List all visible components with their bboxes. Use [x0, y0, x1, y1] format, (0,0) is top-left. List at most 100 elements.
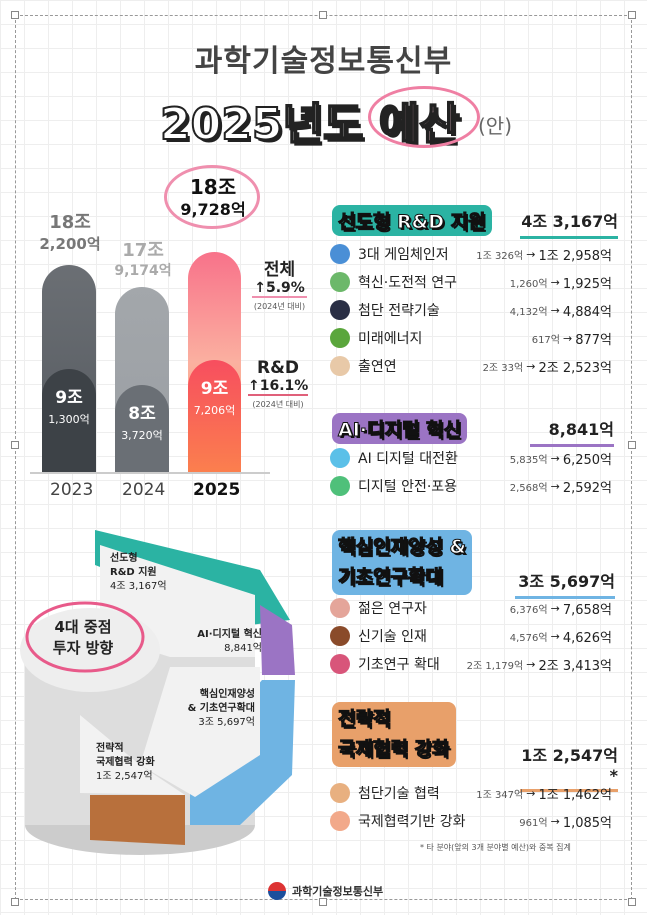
resize-handle[interactable] — [11, 441, 19, 449]
total-2024: 17조 9,174억 — [114, 240, 172, 279]
cycle-icon — [330, 244, 350, 264]
arrow-icon: → — [526, 657, 536, 671]
item-from: 1,260억 — [509, 278, 548, 290]
pie-label-intl: 전략적 국제협력 강화 1조 2,547억 — [96, 743, 155, 782]
praying-hands-icon — [330, 783, 350, 803]
list-item: 첨단 전략기술 4,132억 → 4,884억 — [330, 299, 612, 321]
total-2025: 18조 9,728억 — [180, 175, 246, 219]
ministry-title: 과학기술정보통신부 — [194, 44, 453, 79]
item-name: 국제협력기반 강화 — [358, 814, 466, 830]
item-name: 젊은 연구자 — [358, 601, 427, 617]
list-item: 디지털 안전·포용 2,568억 → 2,592억 — [330, 475, 612, 497]
pie-segment-ai — [260, 605, 295, 675]
person-icon — [330, 598, 350, 618]
item-to: 4,626억 — [562, 630, 612, 646]
section-total-intl: 1조 2,547억* — [520, 742, 618, 792]
item-to: 2조 3,413억 — [538, 658, 612, 674]
section-title-talent: 핵심인재양성 & 기초연구확대 — [332, 530, 473, 595]
footer-logo: 과학기술정보통신부 — [268, 882, 383, 900]
section-total-talent: 3조 5,697억 — [515, 568, 615, 599]
growth-rd: R&D ↑16.1% (2024년 대비) — [248, 358, 309, 409]
resize-handle[interactable] — [628, 441, 636, 449]
item-from: 617억 — [531, 334, 560, 346]
pie-label-rd: 선도형 R&D 지원 4조 3,167억 — [110, 553, 167, 592]
year-title: 2025년도 — [159, 98, 364, 151]
list-item: AI 디지털 대전환 5,835억 → 6,250억 — [330, 447, 612, 469]
resize-handle[interactable] — [319, 11, 327, 19]
arrow-icon: → — [526, 359, 536, 373]
year-label: 2024 — [122, 480, 166, 500]
list-item: 젊은 연구자 6,376억 → 7,658억 — [330, 597, 612, 619]
arrow-icon: → — [550, 303, 560, 317]
item-to: 6,250억 — [562, 452, 612, 468]
item-to: 4,884억 — [562, 304, 612, 320]
researcher-icon — [330, 356, 350, 376]
item-from: 4,576억 — [509, 632, 548, 644]
resize-handle[interactable] — [11, 898, 19, 906]
list-item: 미래에너지 617억 → 877억 — [330, 327, 612, 349]
resize-handle[interactable] — [628, 898, 636, 906]
arrow-icon: → — [550, 275, 560, 289]
resize-handle[interactable] — [628, 11, 636, 19]
arrow-icon: → — [550, 814, 560, 828]
list-item: 국제협력기반 강화 961억 → 1,085억 — [330, 810, 612, 832]
arrow-icon: → — [526, 247, 536, 261]
chat-bubble-icon — [330, 448, 350, 468]
list-item: 첨단기술 협력 1조 347억 → 1조 1,462억 — [330, 782, 612, 804]
section-total-rd: 4조 3,167억 — [520, 208, 618, 239]
rd-bar-2025: 9조 7,206억 — [188, 360, 241, 472]
item-from: 2,568억 — [509, 482, 548, 494]
rd-bar-2024: 8조 3,720억 — [115, 385, 169, 472]
baseline — [30, 472, 270, 474]
pie-label-talent: 핵심인재양성 & 기초연구확대 3조 5,697억 — [187, 689, 255, 728]
investment-pie — [20, 530, 295, 855]
pie-center-label: 4대 중점 투자 방향 — [52, 618, 114, 657]
section-total-ai: 8,841억 — [530, 416, 614, 447]
list-item: 3대 게임체인저 1조 326억 → 1조 2,958억 — [330, 243, 612, 265]
item-from: 1조 347억 — [476, 789, 524, 801]
item-name: 혁신·도전적 연구 — [358, 275, 458, 291]
item-to: 1조 1,462억 — [538, 787, 612, 803]
item-name: 신기술 인재 — [358, 629, 427, 645]
list-item: 신기술 인재 4,576억 → 4,626억 — [330, 625, 612, 647]
arrow-icon: → — [563, 331, 573, 345]
resize-handle[interactable] — [11, 11, 19, 19]
pie-segment-intl — [90, 795, 185, 845]
item-from: 2조 33억 — [482, 362, 524, 374]
arrow-icon: → — [550, 629, 560, 643]
pie-label-ai: AI·디지털 혁신 8,841억 — [197, 629, 262, 654]
arrow-icon: → — [550, 479, 560, 493]
item-name: 첨단 전략기술 — [358, 303, 440, 319]
item-to: 1,085억 — [562, 815, 612, 831]
item-from: 961억 — [519, 817, 548, 829]
briefcase-icon — [330, 626, 350, 646]
resize-handle[interactable] — [319, 898, 327, 906]
year-label: 2023 — [50, 480, 94, 500]
sprout-plug-icon — [330, 328, 350, 348]
item-name: 디지털 안전·포용 — [358, 479, 458, 495]
total-2023: 18조 2,200억 — [39, 212, 101, 253]
arrow-icon: → — [526, 786, 536, 800]
item-name: 미래에너지 — [358, 331, 423, 347]
arrow-icon: → — [550, 451, 560, 465]
chess-knight-icon — [330, 300, 350, 320]
item-name: AI 디지털 대전환 — [358, 451, 458, 467]
list-item: 혁신·도전적 연구 1,260억 → 1,925억 — [330, 271, 612, 293]
section-title-rd: 선도형 R&D 지원 — [332, 205, 492, 236]
draft-label: (안) — [478, 114, 513, 138]
bar-2023: 9조 1,300억 — [42, 265, 96, 472]
bar-2025: 9조 7,206억 — [188, 252, 241, 472]
item-name: 3대 게임체인저 — [358, 247, 449, 263]
item-from: 2조 1,179억 — [466, 660, 524, 672]
item-to: 877억 — [575, 332, 612, 348]
growth-total: 전체 ↑5.9% (2024년 대비) — [252, 260, 307, 311]
books-icon — [330, 654, 350, 674]
item-from: 6,376억 — [509, 604, 548, 616]
highlight-circle — [164, 165, 260, 229]
footnote: * 타 분야(앞의 3개 분야별 예산)와 중복 집계 — [420, 843, 571, 852]
handshake-icon — [330, 811, 350, 831]
bar-2024: 8조 3,720억 — [115, 287, 169, 472]
item-name: 기초연구 확대 — [358, 657, 440, 673]
list-item: 출연연 2조 33억 → 2조 2,523억 — [330, 355, 612, 377]
arrow-icon: → — [550, 601, 560, 615]
